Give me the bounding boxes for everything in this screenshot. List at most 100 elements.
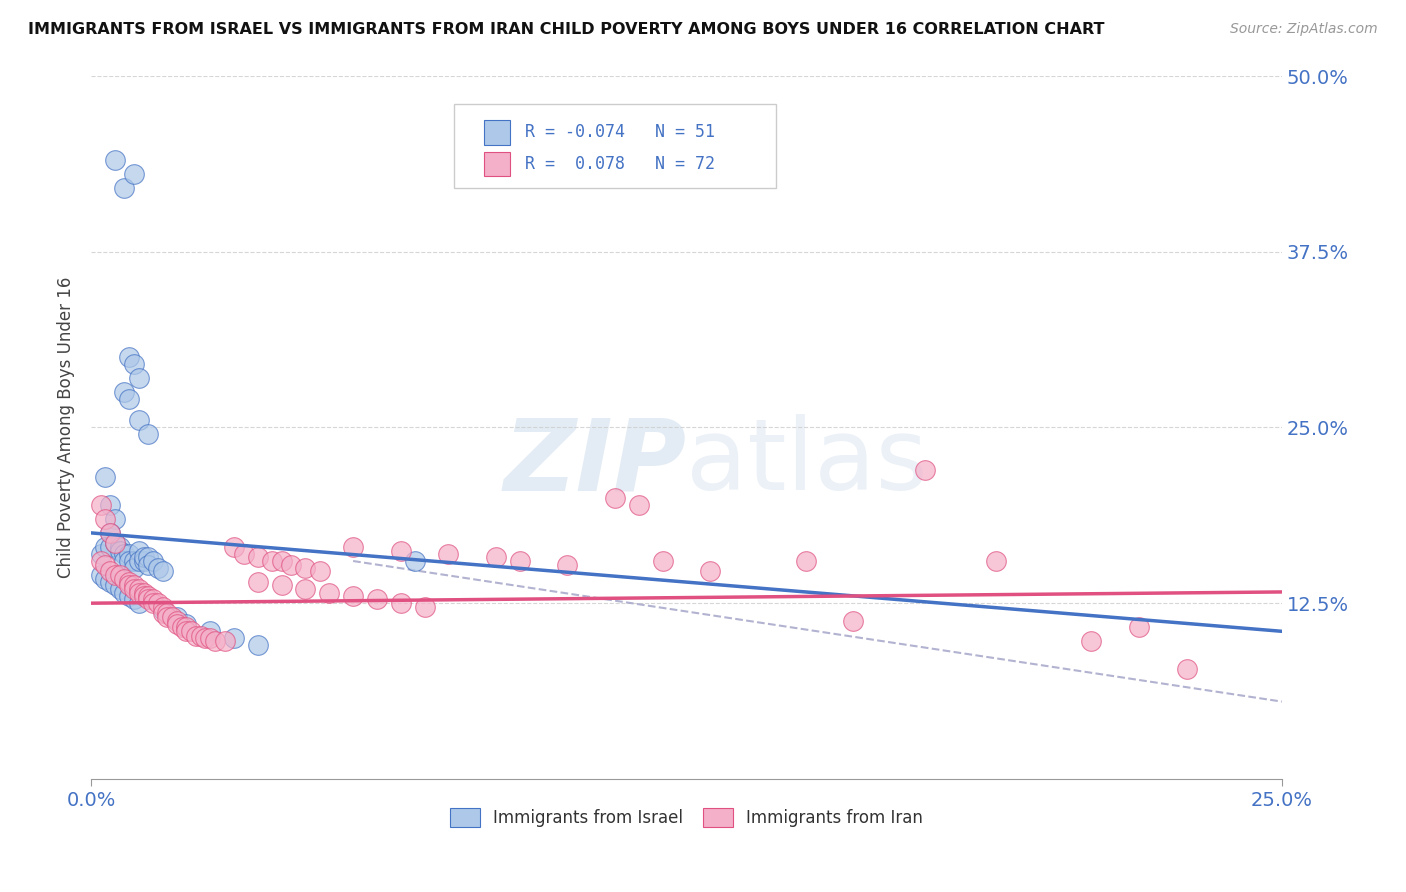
Point: [142, 554, 165, 568]
Point: [166, 610, 188, 624]
Point: [118, 392, 141, 407]
Point: [413, 600, 436, 615]
Point: [389, 596, 412, 610]
Point: [122, 561, 145, 575]
Point: [190, 628, 212, 642]
Point: [108, 544, 131, 558]
Legend: Immigrants from Israel, Immigrants from Iran: Immigrants from Israel, Immigrants from …: [443, 801, 929, 834]
Point: [1175, 662, 1198, 676]
Point: [262, 554, 284, 568]
Point: [118, 578, 141, 592]
Point: [246, 639, 269, 653]
Point: [160, 610, 183, 624]
Point: [132, 586, 155, 600]
Point: [108, 582, 131, 596]
Point: [114, 554, 136, 568]
FancyBboxPatch shape: [484, 152, 510, 177]
Point: [98, 525, 121, 540]
Point: [128, 586, 150, 600]
Point: [118, 554, 141, 568]
Point: [114, 586, 136, 600]
Point: [222, 540, 245, 554]
Point: [152, 600, 174, 615]
Point: [114, 547, 136, 561]
Point: [98, 498, 121, 512]
Point: [104, 578, 127, 592]
Point: [118, 589, 141, 603]
Point: [122, 357, 145, 371]
Point: [146, 596, 169, 610]
Point: [90, 498, 112, 512]
Point: [214, 634, 236, 648]
Point: [270, 578, 292, 592]
Point: [152, 603, 174, 617]
Point: [294, 561, 316, 575]
Point: [194, 632, 217, 646]
Point: [108, 540, 131, 554]
Point: [914, 463, 936, 477]
Point: [366, 591, 388, 606]
Point: [270, 554, 292, 568]
Point: [557, 558, 579, 573]
Point: [104, 535, 127, 549]
Point: [222, 632, 245, 646]
Point: [98, 540, 121, 554]
Point: [842, 615, 865, 629]
Point: [651, 554, 673, 568]
Point: [94, 558, 117, 573]
Point: [132, 549, 155, 564]
Point: [1080, 634, 1102, 648]
Point: [128, 544, 150, 558]
Point: [104, 535, 127, 549]
Point: [176, 617, 198, 632]
Point: [114, 385, 136, 400]
Point: [132, 589, 155, 603]
Point: [342, 589, 364, 603]
Point: [142, 596, 165, 610]
Point: [984, 554, 1007, 568]
Point: [232, 547, 254, 561]
Point: [128, 371, 150, 385]
Point: [294, 582, 316, 596]
Point: [132, 554, 155, 568]
Point: [404, 554, 426, 568]
Point: [90, 568, 112, 582]
Point: [122, 554, 145, 568]
Point: [794, 554, 817, 568]
Text: Source: ZipAtlas.com: Source: ZipAtlas.com: [1230, 22, 1378, 37]
Point: [342, 540, 364, 554]
Point: [184, 628, 207, 642]
Point: [118, 575, 141, 590]
FancyBboxPatch shape: [454, 104, 776, 188]
Point: [180, 624, 202, 639]
Point: [156, 606, 179, 620]
Point: [104, 153, 127, 168]
Point: [389, 544, 412, 558]
Point: [485, 549, 508, 564]
Point: [156, 610, 179, 624]
Point: [308, 564, 330, 578]
Point: [94, 512, 117, 526]
Point: [152, 606, 174, 620]
Point: [122, 578, 145, 592]
Point: [94, 572, 117, 586]
Point: [170, 620, 193, 634]
Point: [98, 575, 121, 590]
Point: [104, 512, 127, 526]
Point: [90, 547, 112, 561]
Point: [90, 554, 112, 568]
Point: [627, 498, 650, 512]
Point: [136, 427, 159, 442]
Point: [166, 617, 188, 632]
Text: ZIP: ZIP: [503, 414, 686, 511]
Point: [122, 168, 145, 182]
Point: [200, 632, 222, 646]
Point: [128, 413, 150, 427]
Point: [699, 564, 721, 578]
Point: [318, 586, 340, 600]
Point: [246, 575, 269, 590]
Point: [200, 624, 222, 639]
FancyBboxPatch shape: [484, 120, 510, 145]
Point: [246, 549, 269, 564]
Point: [280, 558, 302, 573]
